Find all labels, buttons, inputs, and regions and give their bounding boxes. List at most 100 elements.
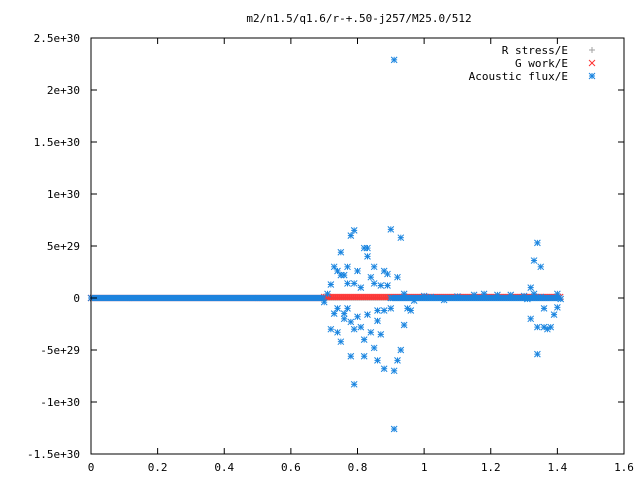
- data-point: [340, 315, 348, 323]
- data-point: [337, 338, 345, 346]
- data-point: [344, 305, 351, 312]
- data-point: [324, 290, 331, 298]
- y-tick-label: 0: [73, 292, 80, 305]
- data-point: [357, 284, 365, 291]
- legend-marker: [588, 59, 596, 67]
- data-point: [534, 323, 541, 331]
- data-point: [534, 239, 541, 247]
- data-point: [370, 344, 378, 352]
- data-point: [330, 310, 338, 317]
- data-point: [420, 292, 428, 300]
- data-point: [374, 317, 381, 325]
- data-point: [547, 323, 555, 331]
- y-tick-label: -1e+30: [40, 396, 80, 409]
- data-point: [524, 295, 531, 303]
- data-point: [534, 350, 541, 358]
- data-point: [354, 313, 361, 321]
- data-point: [340, 310, 348, 317]
- y-tick-label: 2e+30: [47, 84, 80, 97]
- data-point: [557, 295, 565, 303]
- data-marks: [87, 56, 565, 433]
- data-point: [554, 290, 561, 298]
- y-tick-label: 1e+30: [47, 188, 80, 201]
- data-point: [530, 290, 538, 298]
- x-tick-label: 1: [421, 461, 428, 474]
- data-point: [354, 267, 361, 275]
- data-point: [364, 253, 371, 260]
- data-point: [360, 336, 368, 343]
- data-point: [380, 365, 388, 373]
- data-point: [334, 267, 341, 275]
- data-point: [347, 232, 355, 239]
- data-point: [454, 293, 461, 300]
- data-point: [364, 244, 371, 252]
- data-point: [327, 281, 335, 288]
- data-point: [384, 270, 391, 278]
- data-point: [337, 248, 345, 256]
- x-tick-label: 0.8: [348, 461, 368, 474]
- data-point: [357, 323, 365, 331]
- data-point: [364, 311, 371, 318]
- data-point: [350, 280, 358, 287]
- data-point: [320, 298, 328, 306]
- y-tick-label: 5e+29: [47, 240, 80, 253]
- data-point: [387, 305, 395, 312]
- data-point: [507, 291, 515, 299]
- data-point: [397, 234, 405, 242]
- x-tick-label: 0.2: [148, 461, 168, 474]
- data-point: [370, 280, 378, 287]
- x-tick-label: 1.2: [481, 461, 501, 474]
- series-2: [87, 56, 565, 433]
- legend-marker: [589, 47, 595, 53]
- data-point: [360, 352, 368, 360]
- data-point: [390, 425, 398, 433]
- chart-title: m2/n1.5/q1.6/r-+.50-j257/M25.0/512: [246, 12, 471, 25]
- data-point: [530, 257, 538, 264]
- data-point: [480, 290, 488, 298]
- data-point: [377, 331, 385, 338]
- x-tick-label: 0.4: [214, 461, 234, 474]
- legend-marker: [588, 72, 596, 80]
- data-point: [537, 293, 545, 301]
- data-point: [367, 328, 375, 336]
- data-point: [374, 307, 381, 314]
- data-point: [377, 282, 385, 289]
- data-point: [390, 367, 398, 375]
- data-point: [394, 273, 401, 281]
- legend-label: G work/E: [515, 57, 568, 70]
- x-tick-label: 1.4: [547, 461, 567, 474]
- data-point: [330, 263, 338, 271]
- data-point: [407, 307, 415, 314]
- data-point: [367, 273, 375, 281]
- plot-frame: [90, 37, 625, 455]
- data-point: [494, 291, 501, 299]
- data-point: [384, 282, 391, 289]
- data-point: [550, 311, 558, 318]
- data-point: [410, 297, 418, 304]
- data-point: [400, 290, 408, 298]
- data-point: [340, 271, 348, 279]
- data-point: [350, 227, 358, 234]
- y-tick-label: 2.5e+30: [34, 32, 80, 45]
- data-point: [347, 318, 355, 326]
- data-point: [344, 263, 351, 271]
- data-point: [540, 305, 548, 312]
- data-point: [374, 357, 381, 364]
- x-tick-label: 1.6: [614, 461, 634, 474]
- data-point: [344, 280, 351, 287]
- data-point: [397, 346, 405, 354]
- data-point: [527, 315, 535, 323]
- data-point: [540, 323, 548, 331]
- data-point: [394, 357, 401, 364]
- axes: 2.5e+30 2e+30 1.5e+30 1e+30 5e+29 0 -5e+29 -1e+…: [27, 32, 634, 474]
- data-point: [427, 293, 435, 301]
- data-point: [334, 305, 341, 312]
- data-point: [390, 56, 398, 64]
- legend-label: R stress/E: [502, 44, 568, 57]
- y-tick-label: -1.5e+30: [27, 448, 80, 461]
- data-point: [350, 325, 358, 333]
- y-tick-label: 1.5e+30: [34, 136, 80, 149]
- data-point: [440, 296, 448, 304]
- data-point: [470, 291, 478, 299]
